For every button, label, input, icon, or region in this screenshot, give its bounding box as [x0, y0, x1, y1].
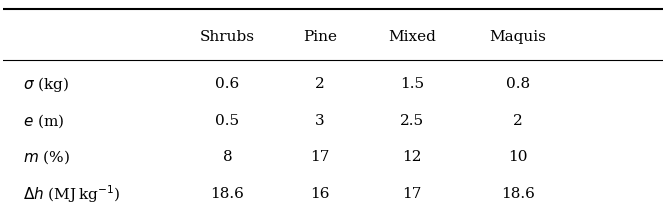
Text: 18.6: 18.6 [501, 187, 535, 201]
Text: 16: 16 [310, 187, 330, 201]
Text: 8: 8 [222, 150, 232, 164]
Text: $\Delta h$ (MJ$\,$kg$^{-1}$): $\Delta h$ (MJ$\,$kg$^{-1}$) [23, 183, 120, 205]
Text: Mixed: Mixed [388, 30, 436, 44]
Text: 3: 3 [315, 114, 324, 128]
Text: $\sigma$ (kg): $\sigma$ (kg) [23, 75, 69, 94]
Text: Maquis: Maquis [490, 30, 546, 44]
Text: 17: 17 [402, 187, 422, 201]
Text: 0.5: 0.5 [215, 114, 239, 128]
Text: 2: 2 [315, 77, 324, 91]
Text: Pine: Pine [303, 30, 337, 44]
Text: 18.6: 18.6 [210, 187, 244, 201]
Text: 0.8: 0.8 [506, 77, 530, 91]
Text: 12: 12 [402, 150, 422, 164]
Text: 0.6: 0.6 [215, 77, 240, 91]
Text: $m$ (%): $m$ (%) [23, 148, 69, 166]
Text: $e$ (m): $e$ (m) [23, 112, 64, 130]
Text: 2.5: 2.5 [400, 114, 424, 128]
Text: Shrubs: Shrubs [200, 30, 255, 44]
Text: 2: 2 [513, 114, 523, 128]
Text: 17: 17 [310, 150, 330, 164]
Text: 1.5: 1.5 [400, 77, 424, 91]
Text: 10: 10 [508, 150, 527, 164]
